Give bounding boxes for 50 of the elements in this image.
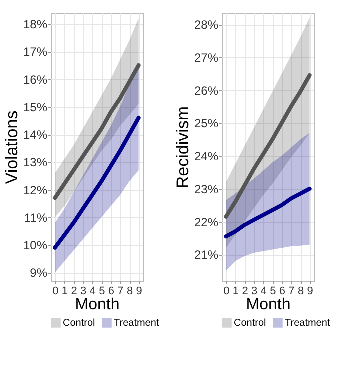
y-tick-label: 28% (194, 18, 219, 32)
y-tick-label: 24% (194, 150, 219, 164)
x-tick-label: 3 (252, 286, 258, 298)
x-tick-label: 2 (242, 286, 248, 298)
y-tick-label: 11% (24, 210, 48, 225)
line-series (224, 186, 312, 239)
x-tick-label: 6 (279, 286, 286, 298)
y-tick-label: 17% (23, 45, 48, 60)
x-tick-label: 4 (90, 286, 96, 298)
y-tick-label: 15% (23, 100, 48, 114)
y-tick-label: 26% (194, 84, 219, 98)
y-tick-label: 12% (23, 183, 48, 198)
x-tick-label: 8 (298, 286, 304, 298)
y-axis-title: Violations (2, 110, 22, 184)
x-tick-label: 8 (126, 286, 134, 298)
x-tick-label: 4 (260, 286, 267, 298)
x-axis-title: Month (75, 296, 120, 314)
y-tick-label: 25% (194, 116, 219, 131)
y-tick-label: 16% (23, 72, 48, 87)
legend-label: Treatment (285, 318, 330, 330)
x-tick-label: 1 (62, 286, 68, 298)
legend-label: Treatment (114, 318, 160, 330)
x-tick-label: 1 (232, 286, 240, 298)
x-tick-label: 3 (80, 286, 87, 298)
legend-label: Control (63, 318, 96, 330)
y-tick-label: 9% (30, 266, 48, 280)
x-tick-label: 5 (270, 286, 276, 298)
y-tick-label: 18% (23, 18, 48, 32)
x-tick-label: 7 (288, 286, 295, 298)
line-series (53, 116, 141, 250)
x-axis-title: Month (246, 296, 291, 314)
line-series (224, 73, 312, 219)
y-axis-title: Recidivism (173, 106, 192, 189)
line-series (53, 63, 141, 200)
x-tick-label: 0 (224, 286, 230, 298)
x-tick-label: 6 (108, 286, 114, 298)
y-tick-label: 21% (194, 248, 219, 262)
y-tick-label: 14% (23, 128, 48, 142)
y-tick-label: 10% (23, 238, 48, 253)
x-tick-label: 7 (118, 286, 124, 298)
y-tick-label: 23% (194, 182, 219, 196)
x-tick-label: 2 (71, 286, 78, 298)
x-tick-label: 9 (136, 286, 142, 298)
x-tick-label: 5 (99, 286, 106, 298)
y-tick-label: 22% (194, 215, 219, 230)
y-tick-label: 27% (194, 50, 219, 65)
y-tick-label: 13% (23, 156, 48, 170)
x-tick-label: 0 (52, 286, 59, 298)
legend-label: Control (234, 318, 266, 330)
x-tick-label: 9 (307, 286, 314, 298)
